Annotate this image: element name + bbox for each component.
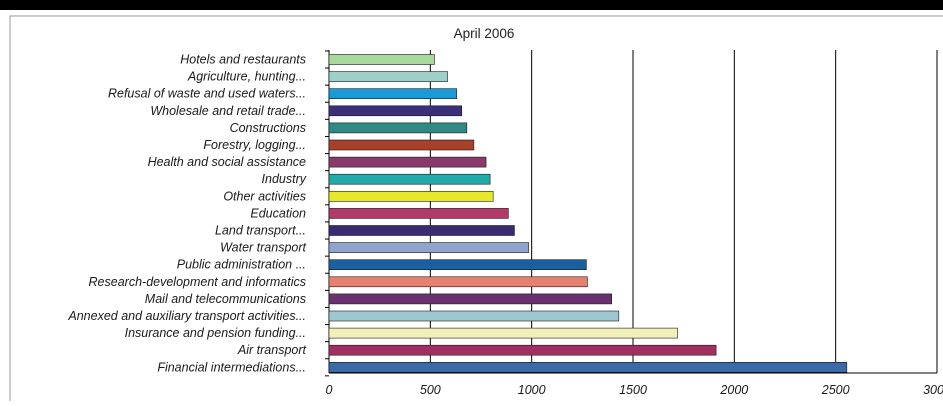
chart-title: April 2006: [454, 26, 515, 41]
category-label: Hotels and restaurants: [180, 53, 306, 67]
category-label: Land transport...: [215, 224, 306, 238]
category-label: Air transport: [237, 343, 307, 357]
bar: [328, 191, 494, 202]
category-label: Public administration ...: [177, 258, 306, 272]
category-label: Other activities: [223, 189, 306, 203]
bar: [328, 139, 475, 151]
top-strip: [0, 0, 943, 10]
bar: [328, 54, 435, 65]
x-tick-label: 2500: [821, 383, 850, 397]
bar: [328, 88, 457, 99]
bar: [328, 259, 587, 271]
bar: [328, 105, 463, 117]
bar: [328, 361, 848, 373]
chart-frame: [9, 15, 943, 406]
x-tick-label: 500: [420, 383, 441, 397]
category-label: Research-development and informatics: [89, 275, 306, 289]
category-label: Constructions: [230, 121, 306, 135]
category-label: Refusal of waste and used waters...: [108, 87, 306, 101]
x-tick-label: 1500: [619, 383, 647, 397]
category-label: Education: [250, 206, 306, 220]
category-label: Mail and telecommunications: [145, 292, 306, 306]
category-label: Annexed and auxiliary transport activiti…: [67, 309, 306, 323]
x-tick-label: 3000: [923, 383, 943, 397]
x-tick-label: 1000: [518, 383, 546, 397]
bar: [328, 122, 468, 134]
bar: [328, 225, 515, 236]
category-label: Wholesale and retail trade...: [150, 104, 306, 118]
category-label: Health and social assistance: [148, 155, 306, 169]
category-label: Forestry, logging...: [203, 138, 306, 152]
bar: [328, 344, 717, 356]
category-label: Industry: [262, 172, 307, 186]
x-tick-label: 2000: [719, 383, 748, 397]
bar: [328, 293, 613, 305]
bar: [328, 173, 491, 185]
bar: [328, 156, 487, 168]
bar: [328, 242, 529, 253]
category-label: Water transport: [220, 241, 306, 255]
category-label: Agriculture, hunting...: [187, 70, 306, 84]
bar: [328, 276, 588, 288]
category-label: Financial intermediations...: [157, 360, 306, 374]
category-label: Insurance and pension funding...: [125, 326, 306, 340]
bar: [328, 310, 620, 322]
bar: [328, 208, 509, 219]
bar: [328, 71, 448, 82]
bar: [328, 327, 678, 339]
x-tick-label: 0: [326, 383, 333, 397]
